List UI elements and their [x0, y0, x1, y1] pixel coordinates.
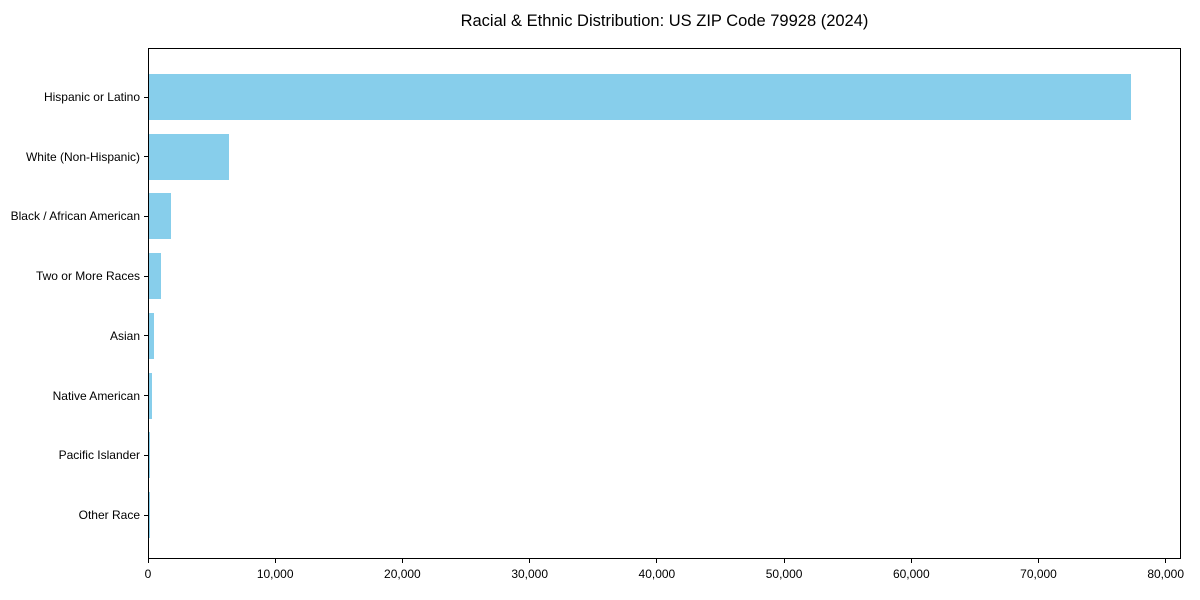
bar-asian	[149, 312, 154, 359]
x-tick-label: 0	[144, 567, 152, 581]
y-tick-label-hispanic-or-latino: Hispanic or Latino	[43, 90, 140, 104]
x-tick-label: 40,000	[638, 567, 676, 581]
x-tick	[529, 559, 531, 563]
x-tick	[1038, 559, 1039, 563]
y-tick-label-asian: Asian	[109, 328, 140, 343]
y-tick	[144, 215, 148, 217]
y-tick	[144, 275, 148, 277]
y-tick	[144, 156, 148, 158]
x-tick	[783, 559, 785, 563]
y-tick-label-native-american: Native American	[52, 388, 140, 403]
y-tick-label-pacific-islander: Pacific Islander	[58, 448, 140, 463]
x-tick	[656, 559, 658, 563]
x-tick	[147, 559, 149, 563]
y-tick-label-two-or-more-races: Two or More Races	[35, 269, 140, 284]
y-tick	[144, 335, 148, 337]
bar-hispanic-or-latino	[149, 74, 1132, 120]
x-tick-label: 70,000	[1020, 567, 1057, 581]
bar-two-or-more-races	[149, 253, 161, 300]
x-tick	[274, 559, 276, 563]
bar-black-african-american	[149, 193, 171, 240]
x-tick-label: 80,000	[1147, 567, 1185, 581]
x-tick	[401, 559, 403, 563]
bar-native-american	[149, 372, 152, 419]
chart-title: Racial & Ethnic Distribution: US ZIP Cod…	[460, 12, 869, 30]
x-tick	[910, 559, 912, 563]
plot-area	[148, 48, 1181, 559]
y-tick	[144, 454, 148, 456]
y-tick-label-black-african-american: Black / African American	[10, 209, 140, 224]
x-tick-label: 50,000	[765, 567, 803, 581]
x-tick-label: 20,000	[384, 567, 421, 581]
y-tick	[144, 514, 148, 516]
y-tick	[144, 96, 148, 98]
x-tick-label: 60,000	[892, 567, 930, 581]
y-tick-label-other-race: Other Race	[78, 508, 140, 522]
y-tick-label-white-non-hispanic: White (Non-Hispanic)	[25, 149, 140, 164]
bar-white-non-hispanic	[149, 133, 229, 180]
x-tick-label: 30,000	[511, 567, 549, 581]
x-tick	[1165, 559, 1167, 563]
y-tick	[144, 395, 148, 397]
x-tick-label: 10,000	[256, 567, 294, 581]
